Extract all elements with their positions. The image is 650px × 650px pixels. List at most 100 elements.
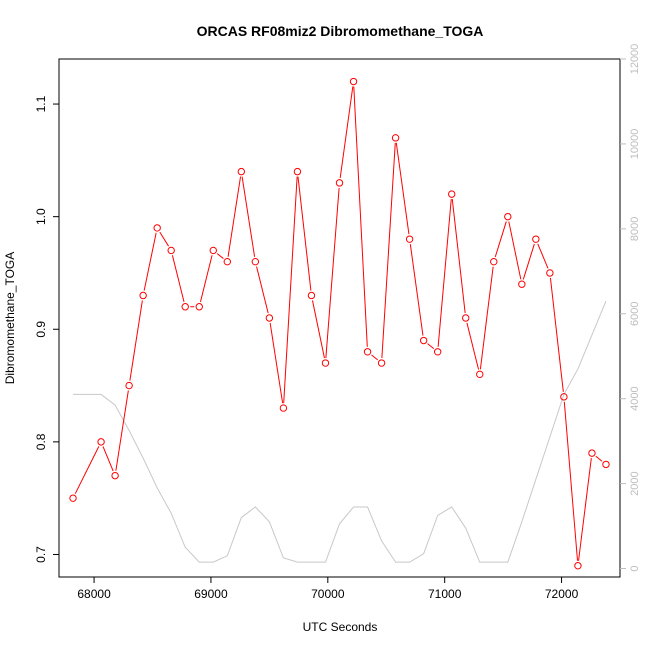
data-point bbox=[602, 460, 610, 469]
data-point bbox=[153, 224, 161, 232]
data-point bbox=[265, 314, 274, 322]
series-segment bbox=[395, 142, 410, 235]
y-tick-label: 0.7 bbox=[34, 546, 48, 563]
series-segment bbox=[102, 446, 114, 472]
data-point bbox=[462, 314, 470, 322]
data-point bbox=[433, 348, 442, 356]
chart-title: ORCAS RF08miz2 Dibromomethane_TOGA bbox=[197, 23, 484, 39]
x-tick-label: 70000 bbox=[311, 587, 345, 601]
data-point bbox=[125, 381, 133, 390]
y2-tick-label: 4000 bbox=[629, 386, 641, 410]
series-segment bbox=[283, 176, 298, 404]
series-segment bbox=[339, 86, 354, 178]
series-segment bbox=[269, 322, 284, 404]
series-segment bbox=[115, 390, 129, 471]
series-segment bbox=[437, 199, 452, 347]
data-point bbox=[181, 303, 189, 311]
series-line bbox=[73, 300, 607, 563]
secondary-y-axis: 0 2000 4000 6000 8000 10000 12000 bbox=[620, 44, 641, 572]
y-axis-label: Dibromomethane_TOGA bbox=[3, 252, 17, 385]
data-point bbox=[377, 359, 386, 367]
x-axis-label: UTC Seconds bbox=[303, 620, 378, 634]
x-tick-label: 68000 bbox=[77, 587, 111, 601]
series-segment bbox=[311, 300, 325, 359]
data-point bbox=[448, 190, 456, 198]
series-segment bbox=[74, 446, 100, 494]
series-segment bbox=[371, 354, 378, 361]
series-segment bbox=[549, 277, 564, 392]
series-segment bbox=[216, 253, 224, 259]
series-segment bbox=[595, 455, 603, 462]
series-segment bbox=[409, 244, 424, 336]
data-point bbox=[560, 393, 568, 401]
series-segment bbox=[325, 187, 340, 359]
y-tick-label: 1.0 bbox=[34, 208, 48, 225]
series-segment bbox=[563, 401, 579, 561]
series-segment bbox=[427, 343, 435, 350]
series-segment bbox=[466, 322, 480, 370]
series-layer bbox=[69, 77, 610, 570]
series-segment bbox=[199, 255, 213, 303]
data-point bbox=[97, 438, 105, 446]
y2-tick-label: 8000 bbox=[629, 217, 641, 241]
series-segment bbox=[129, 300, 143, 381]
series-segment bbox=[494, 221, 507, 258]
x-tick-label: 69000 bbox=[194, 587, 228, 601]
data-point bbox=[504, 212, 512, 221]
series-segment bbox=[241, 176, 256, 257]
data-point bbox=[167, 246, 175, 255]
y-tick-label: 0.9 bbox=[34, 321, 48, 338]
series-segment bbox=[381, 142, 396, 359]
data-point bbox=[251, 257, 260, 266]
y-axis: 0.7 0.8 0.9 1.0 1.1 bbox=[34, 95, 59, 563]
data-point bbox=[195, 303, 203, 311]
y2-tick-label: 2000 bbox=[629, 471, 641, 495]
series-segment bbox=[353, 86, 368, 347]
data-point bbox=[574, 562, 582, 570]
data-point bbox=[139, 291, 147, 300]
series-segment bbox=[451, 199, 466, 314]
series-segment bbox=[159, 231, 169, 247]
x-tick-label: 71000 bbox=[428, 587, 462, 601]
series-primary bbox=[69, 77, 610, 570]
y2-tick-label: 10000 bbox=[629, 129, 641, 160]
data-point bbox=[419, 336, 428, 345]
plot-area-frame bbox=[58, 58, 621, 578]
data-point bbox=[546, 269, 554, 277]
data-point bbox=[223, 257, 232, 266]
series-segment bbox=[227, 176, 242, 257]
series-segment bbox=[537, 243, 549, 269]
data-point bbox=[518, 280, 526, 288]
series-segment bbox=[479, 266, 494, 370]
data-point bbox=[69, 494, 77, 502]
data-point bbox=[349, 77, 358, 86]
y2-tick-label: 12000 bbox=[629, 44, 641, 75]
series-segment bbox=[171, 255, 185, 303]
series-segment bbox=[578, 458, 592, 561]
data-point bbox=[111, 471, 119, 480]
data-point bbox=[293, 167, 302, 176]
y-tick-label: 0.8 bbox=[34, 433, 48, 450]
data-point bbox=[391, 134, 400, 142]
data-point bbox=[490, 257, 498, 266]
y2-tick-label: 6000 bbox=[629, 302, 641, 326]
data-point bbox=[307, 291, 316, 300]
data-point bbox=[279, 404, 288, 412]
data-point bbox=[237, 167, 246, 176]
series-segment bbox=[522, 243, 535, 280]
x-axis: 68000 69000 70000 71000 72000 bbox=[77, 577, 579, 601]
y2-tick-label: 0 bbox=[629, 565, 641, 571]
data-point bbox=[209, 246, 217, 255]
data-point bbox=[588, 449, 596, 457]
series-segment bbox=[297, 176, 312, 291]
data-point bbox=[532, 235, 540, 243]
data-point bbox=[321, 359, 330, 367]
series-segment bbox=[143, 232, 157, 291]
data-point bbox=[476, 370, 484, 379]
y-tick-label: 1.1 bbox=[34, 95, 48, 112]
series-secondary bbox=[73, 300, 607, 563]
data-point bbox=[405, 235, 414, 243]
